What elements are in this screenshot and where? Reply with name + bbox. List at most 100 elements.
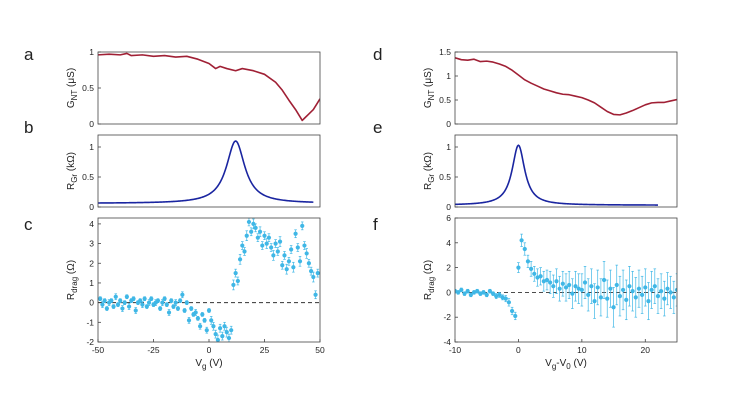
x-tick-label: -50 bbox=[92, 345, 105, 355]
data-point bbox=[456, 290, 461, 295]
data-point bbox=[662, 296, 667, 301]
data-point bbox=[262, 233, 267, 238]
data-point bbox=[311, 274, 316, 280]
y-axis-label-main: R bbox=[66, 183, 77, 190]
data-point bbox=[220, 333, 225, 339]
data-point bbox=[182, 308, 187, 313]
data-point bbox=[291, 265, 296, 270]
data-point bbox=[242, 249, 247, 254]
data-point bbox=[198, 324, 203, 329]
y-tick-label: 0 bbox=[89, 202, 94, 212]
data-point bbox=[468, 292, 473, 297]
series-group bbox=[455, 144, 658, 206]
data-point bbox=[640, 292, 645, 297]
panel-letter-c: c bbox=[24, 215, 33, 234]
data-point bbox=[138, 298, 143, 303]
data-point bbox=[271, 253, 276, 258]
y-axis-label: Rdrag (Ω) bbox=[423, 260, 436, 300]
data-point bbox=[506, 300, 512, 305]
x-axis-label-main: V bbox=[195, 358, 202, 369]
x-tick-label: 50 bbox=[315, 345, 325, 355]
x-axis-label-sub2: 0 bbox=[566, 362, 571, 371]
data-point bbox=[620, 287, 626, 293]
data-point bbox=[155, 298, 161, 303]
data-point bbox=[548, 280, 553, 285]
x-axis-label-tail: -V bbox=[556, 358, 566, 369]
data-point bbox=[611, 305, 616, 310]
y-axis-label-unit: (kΩ) bbox=[66, 152, 77, 174]
y-tick-label: 1 bbox=[89, 47, 94, 57]
data-point bbox=[100, 302, 105, 307]
data-point bbox=[659, 289, 664, 294]
data-point bbox=[142, 296, 147, 301]
data-point bbox=[490, 291, 496, 296]
data-point bbox=[652, 284, 657, 289]
data-point bbox=[481, 290, 486, 295]
data-point bbox=[627, 284, 632, 289]
chart-panel-b: 0 0.5 1 RGr (kΩ) bbox=[66, 134, 321, 212]
y-axis-label-sub: drag bbox=[427, 277, 436, 293]
data-point bbox=[211, 324, 216, 329]
y-axis-label-main: R bbox=[423, 183, 434, 190]
chart-panel-a: 0 0.5 1 GNT (μS) bbox=[66, 47, 321, 129]
data-point bbox=[544, 277, 550, 283]
data-point bbox=[649, 287, 654, 293]
data-point bbox=[160, 300, 165, 305]
y-tick-label: 0 bbox=[89, 298, 94, 308]
x-axis-label-main: V bbox=[545, 358, 552, 369]
data-point bbox=[173, 300, 178, 305]
data-point bbox=[282, 253, 287, 258]
y-axis-label-unit: (Ω) bbox=[423, 260, 434, 277]
data-point bbox=[532, 271, 537, 276]
panel-letter-d: d bbox=[373, 45, 382, 64]
data-point bbox=[554, 279, 559, 284]
x-axis-label-unit: (V) bbox=[571, 358, 587, 369]
data-point bbox=[158, 306, 163, 311]
data-point bbox=[636, 286, 642, 291]
data-point bbox=[563, 285, 569, 290]
y-axis-label: GNT (μS) bbox=[66, 68, 79, 108]
data-point bbox=[304, 251, 309, 256]
chart-panel-e: 0 0.5 1 RGr (kΩ) bbox=[423, 134, 678, 212]
data-point bbox=[655, 294, 661, 299]
y-axis-label-sub: drag bbox=[70, 277, 79, 293]
x-tick-label: -10 bbox=[449, 345, 462, 355]
data-point bbox=[253, 225, 258, 230]
y-axis-label-unit: (μS) bbox=[66, 68, 77, 90]
data-point bbox=[131, 296, 136, 301]
y-tick-label: 1 bbox=[89, 142, 94, 152]
data-point bbox=[224, 330, 229, 335]
data-point bbox=[295, 245, 300, 250]
x-axis-label-sub: g bbox=[552, 362, 556, 371]
data-point bbox=[484, 292, 489, 297]
data-point bbox=[538, 274, 543, 279]
data-point bbox=[231, 282, 236, 288]
series-group bbox=[455, 56, 677, 116]
y-tick-label: -2 bbox=[443, 312, 451, 322]
series-group bbox=[98, 52, 320, 122]
data-point bbox=[273, 241, 278, 246]
y-axis-label-main: G bbox=[66, 100, 77, 108]
x-axis-label: Vg-V0 (V) bbox=[545, 358, 587, 371]
data-point bbox=[209, 318, 214, 323]
data-point bbox=[275, 249, 280, 254]
data-point bbox=[235, 278, 240, 284]
data-point bbox=[233, 271, 238, 276]
data-point bbox=[180, 292, 185, 297]
data-point bbox=[266, 235, 272, 240]
data-point bbox=[280, 263, 285, 268]
x-tick-label: 20 bbox=[641, 345, 651, 355]
data-point bbox=[164, 302, 169, 307]
y-axis-label-main: G bbox=[423, 100, 434, 108]
data-point bbox=[257, 229, 263, 234]
data-point bbox=[124, 294, 129, 299]
y-tick-label: 0 bbox=[446, 287, 451, 297]
data-point bbox=[186, 318, 192, 323]
data-point bbox=[277, 239, 283, 244]
data-point bbox=[222, 324, 227, 329]
data-point bbox=[98, 296, 103, 301]
data-point bbox=[592, 298, 597, 304]
y-tick-label: 1 bbox=[446, 71, 451, 81]
data-point bbox=[193, 310, 198, 315]
y-tick-label: 1 bbox=[446, 142, 451, 152]
